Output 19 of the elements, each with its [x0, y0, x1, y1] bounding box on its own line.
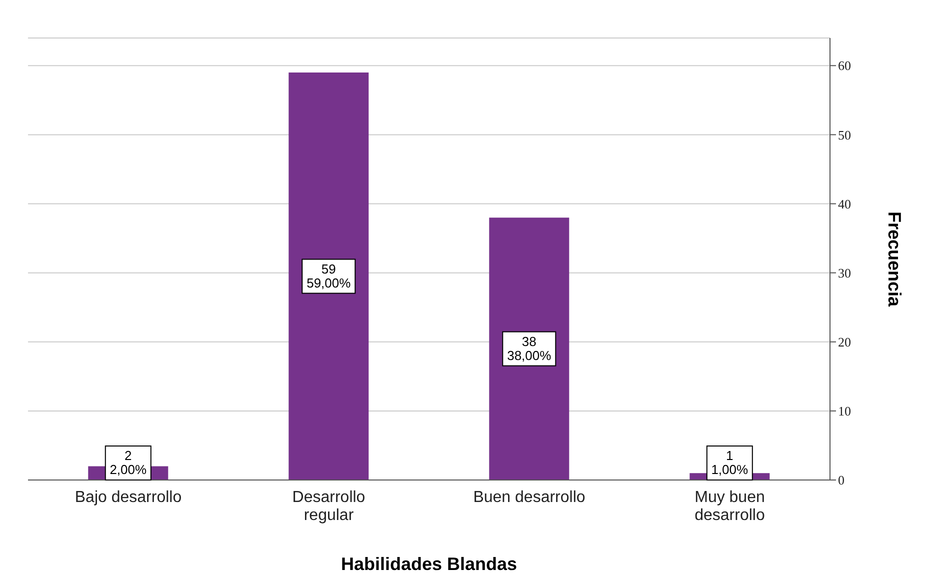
x-tick-label: Bajo desarrollo	[74, 489, 182, 506]
y-tick-label: 20	[838, 334, 851, 350]
x-tick-label: Buen desarrollo	[473, 489, 586, 506]
y-tick-label: 10	[838, 404, 851, 419]
data-label: 59 59,00%	[306, 261, 352, 290]
data-label: 1 1,00%	[711, 448, 749, 477]
bar	[489, 218, 570, 480]
data-label: 2 2,00%	[110, 448, 148, 477]
y-tick-label: 0	[838, 472, 844, 488]
y-tick-label: 50	[838, 127, 851, 142]
y-tick-label: 30	[838, 265, 851, 280]
x-tick-label: Desarrollo regular	[292, 489, 366, 524]
y-axis-title: Frecuencia	[884, 211, 905, 308]
bar	[288, 72, 369, 480]
y-tick-label: 40	[838, 196, 851, 212]
data-label: 38 38,00%	[507, 334, 552, 363]
x-tick-label: Muy buen desarrollo	[694, 489, 765, 524]
x-axis-title: Habilidades Blandas	[340, 554, 518, 574]
y-tick-label: 60	[838, 58, 851, 74]
